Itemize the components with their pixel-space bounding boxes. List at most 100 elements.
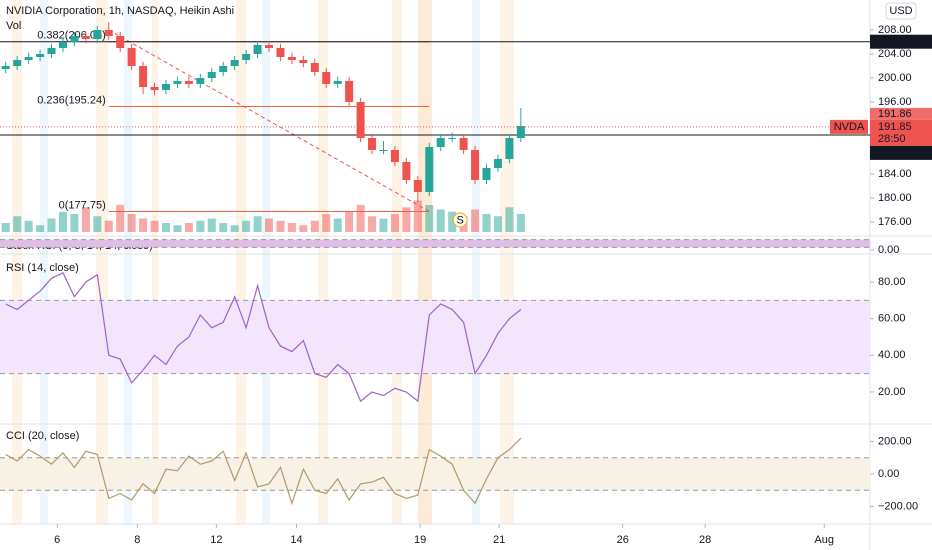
- price-line-label: 190.49: [878, 147, 912, 159]
- volume-bar: [299, 225, 308, 232]
- volume-bar: [24, 220, 33, 232]
- volume-bar: [368, 216, 377, 232]
- volume-bar: [116, 205, 125, 232]
- volume-bar: [356, 205, 365, 232]
- x-tick-label: 14: [290, 534, 302, 546]
- candle-body: [333, 80, 342, 84]
- candle-body: [139, 65, 148, 87]
- stripe: [262, 0, 270, 524]
- volume-bar: [242, 220, 251, 232]
- session-stripes: [12, 0, 514, 524]
- candle-body: [116, 35, 125, 48]
- stripe: [40, 0, 48, 524]
- candle-body: [93, 29, 102, 39]
- candle-body: [471, 149, 480, 180]
- volume-bar: [379, 218, 388, 232]
- volume-bar: [436, 209, 445, 232]
- candle-body: [104, 29, 113, 36]
- pane-title: CCI (20, close): [6, 430, 79, 442]
- candle-body: [436, 137, 445, 147]
- candle-body: [322, 71, 331, 84]
- candle-body: [402, 161, 411, 180]
- volume-bar: [70, 214, 79, 232]
- last-price-tag: [870, 119, 932, 146]
- y-tick-label: 184.00: [878, 168, 912, 180]
- volume-bar: [173, 225, 182, 232]
- candle-body: [356, 101, 365, 138]
- volume-bar: [287, 223, 296, 232]
- y-tick-label: 0.00: [878, 244, 899, 256]
- candle-body: [184, 80, 193, 84]
- x-tick-label: 12: [210, 534, 222, 546]
- candle-body: [493, 158, 502, 168]
- candle-body: [253, 44, 262, 54]
- candle-body: [58, 41, 67, 48]
- currency-box[interactable]: [885, 2, 917, 20]
- volume-bar: [36, 225, 45, 232]
- volume-bar: [322, 214, 331, 232]
- volume-bar: [402, 207, 411, 232]
- volume-bar: [219, 223, 228, 232]
- candle-body: [310, 62, 319, 72]
- volume-bar: [425, 205, 434, 232]
- stripe: [418, 0, 432, 524]
- candle-body: [207, 71, 216, 78]
- candle-body: [196, 77, 205, 84]
- y-tick-label: 40.00: [878, 349, 906, 361]
- candle-body: [276, 47, 285, 57]
- last-price-label: 191.85: [878, 121, 912, 133]
- candle-body: [459, 137, 468, 150]
- y-tick-label: 80.00: [878, 276, 906, 288]
- price-label: 191.86: [878, 108, 912, 120]
- stripe: [472, 0, 480, 524]
- candle-body: [287, 56, 296, 60]
- volume-bar: [505, 207, 514, 232]
- candle-body: [36, 53, 45, 57]
- symbol-tag: [830, 119, 868, 134]
- x-tick-label: 6: [54, 534, 60, 546]
- candle-body: [219, 65, 228, 72]
- volume-bar: [93, 216, 102, 232]
- band: [0, 300, 870, 374]
- indicator-line: [5, 271, 522, 403]
- y-tick-label: −200.00: [878, 500, 918, 512]
- volume-bar: [1, 223, 10, 232]
- x-tick-label: 8: [134, 534, 140, 546]
- indicator-line: [5, 437, 522, 506]
- candle-body: [70, 35, 79, 42]
- candle-body: [24, 56, 33, 60]
- stripe: [392, 0, 402, 524]
- fib-label: 0.236(195.24): [37, 94, 106, 106]
- fib-label: 0(177.75): [59, 199, 106, 211]
- volume-bar: [13, 216, 22, 232]
- volume-bar: [333, 218, 342, 232]
- volume-bar: [230, 225, 239, 232]
- volume-bar: [81, 207, 90, 232]
- candle-body: [230, 59, 239, 66]
- volume-bar: [127, 214, 136, 232]
- trendline: [108, 29, 430, 212]
- candle-body: [81, 35, 90, 39]
- volume-bar: [448, 211, 457, 232]
- y-tick-label: 196.00: [878, 96, 912, 108]
- volume-bar: [471, 209, 480, 232]
- candle-body: [368, 137, 377, 150]
- candle-body: [173, 80, 182, 84]
- candle-body: [150, 86, 159, 90]
- y-tick-label: 20.00: [878, 386, 906, 398]
- volume-bar: [493, 216, 502, 232]
- candle-body: [413, 179, 422, 192]
- currency-label[interactable]: USD: [889, 5, 912, 17]
- x-tick-label: 26: [617, 534, 629, 546]
- volume-bar: [47, 218, 56, 232]
- volume-bar: [390, 214, 399, 232]
- candle-body: [505, 137, 514, 159]
- y-tick-label: 204.00: [878, 48, 912, 60]
- x-tick-label: 28: [699, 534, 711, 546]
- volume-bar: [482, 214, 491, 232]
- stripe: [318, 0, 328, 524]
- volume-bar: [161, 223, 170, 232]
- y-tick-label: 0.00: [878, 468, 899, 480]
- volume-bar: [276, 220, 285, 232]
- candle-body: [1, 65, 10, 69]
